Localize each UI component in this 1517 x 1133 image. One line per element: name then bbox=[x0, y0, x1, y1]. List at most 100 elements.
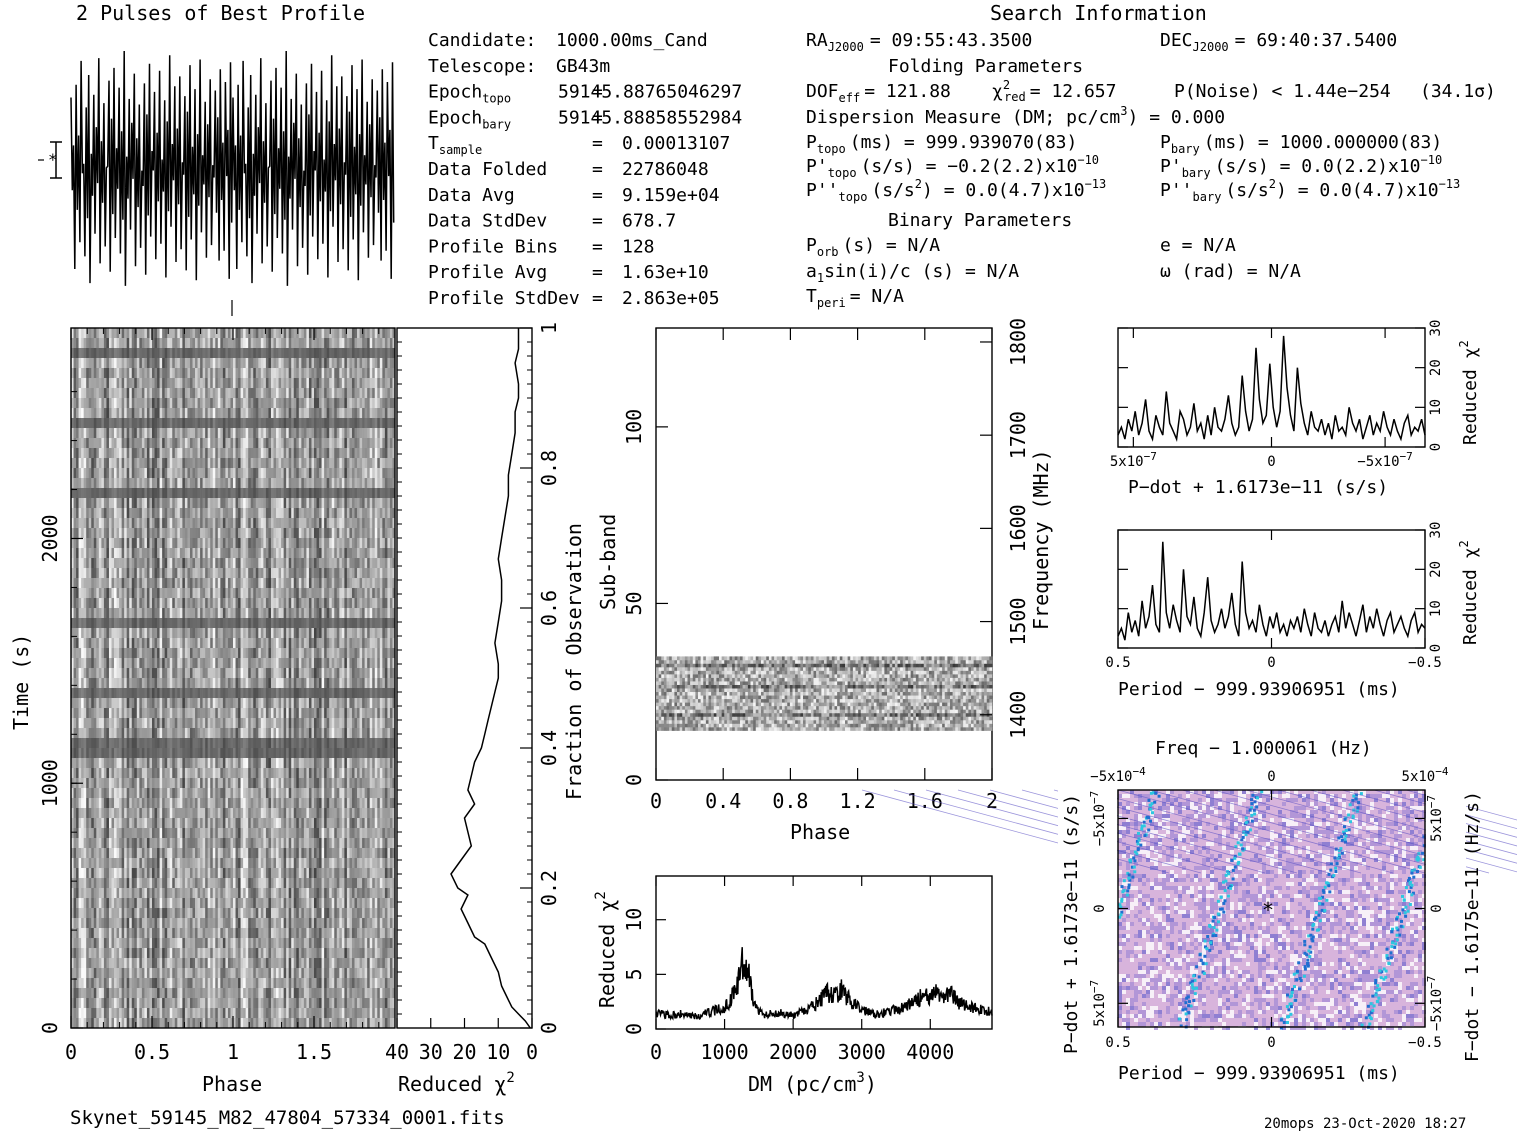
time-phase-cell bbox=[263, 528, 267, 539]
time-phase-cell bbox=[362, 698, 365, 709]
time-phase-cell bbox=[167, 628, 171, 639]
time-phase-cell bbox=[119, 378, 122, 389]
time-phase-cell bbox=[78, 648, 82, 659]
time-phase-cell bbox=[119, 368, 122, 379]
time-phase-cell bbox=[71, 368, 74, 379]
time-phase-cell bbox=[106, 428, 110, 439]
time-phase-cell bbox=[344, 518, 348, 529]
time-phase-cell bbox=[354, 648, 358, 659]
time-phase-cell bbox=[131, 658, 135, 669]
time-phase-cell bbox=[217, 358, 221, 369]
time-phase-cell bbox=[382, 668, 386, 679]
time-phase-cell bbox=[293, 688, 297, 699]
time-phase-cell bbox=[134, 438, 138, 449]
time-phase-cell bbox=[382, 558, 386, 569]
time-phase-cell bbox=[189, 348, 193, 359]
time-phase-cell bbox=[372, 638, 376, 649]
time-phase-cell bbox=[286, 618, 289, 629]
time-phase-cell bbox=[298, 568, 302, 579]
time-phase-cell bbox=[311, 548, 315, 559]
time-phase-cell bbox=[212, 558, 216, 569]
time-phase-cell bbox=[321, 438, 325, 449]
time-phase-cell bbox=[78, 428, 82, 439]
time-phase-cell bbox=[321, 508, 325, 519]
time-phase-cell bbox=[276, 408, 279, 419]
time-phase-cell bbox=[227, 528, 231, 539]
time-phase-cell bbox=[331, 438, 335, 449]
search-info-title: Search Information bbox=[990, 1, 1207, 25]
time-phase-cell bbox=[314, 328, 317, 339]
time-phase-cell bbox=[73, 628, 77, 639]
time-phase-cell bbox=[263, 588, 267, 599]
time-phase-cell bbox=[354, 638, 358, 649]
time-phase-cell bbox=[189, 658, 193, 669]
time-phase-cell bbox=[101, 508, 105, 519]
time-phase-cell bbox=[159, 498, 163, 509]
time-phase-cell bbox=[225, 458, 229, 469]
time-phase-cell bbox=[164, 418, 168, 429]
time-phase-cell bbox=[243, 568, 246, 579]
time-phase-cell bbox=[78, 638, 82, 649]
time-phase-cell bbox=[324, 548, 327, 559]
time-phase-cell bbox=[321, 518, 325, 529]
time-phase-cell bbox=[101, 588, 105, 599]
time-phase-cell bbox=[268, 368, 272, 379]
time-phase-cell bbox=[359, 608, 363, 619]
time-phase-cell bbox=[283, 588, 287, 599]
time-phase-cell bbox=[308, 508, 312, 519]
time-phase-cell bbox=[278, 428, 282, 439]
info-row: Epochbary bbox=[428, 107, 511, 131]
time-phase-cell bbox=[336, 388, 340, 399]
time-phase-cell bbox=[276, 568, 279, 579]
time-phase-cell bbox=[379, 418, 383, 429]
time-phase-cell bbox=[349, 688, 353, 699]
time-phase-cell bbox=[141, 518, 145, 529]
time-phase-cell bbox=[187, 378, 191, 389]
time-phase-cell bbox=[263, 648, 267, 659]
time-phase-cell bbox=[288, 438, 292, 449]
time-phase-cell bbox=[329, 568, 333, 579]
time-phase-cell bbox=[326, 658, 330, 669]
time-phase-cell bbox=[369, 368, 373, 379]
time-phase-cell bbox=[230, 588, 234, 599]
time-phase-cell bbox=[245, 458, 249, 469]
time-phase-cell bbox=[364, 448, 368, 459]
time-phase-cell bbox=[331, 588, 335, 599]
time-phase-cell bbox=[108, 518, 112, 529]
time-phase-cell bbox=[301, 538, 305, 549]
time-phase-cell bbox=[124, 348, 127, 359]
info-value: 9.159e+04 bbox=[622, 185, 720, 206]
time-phase-cell bbox=[136, 648, 140, 659]
time-phase-cell bbox=[227, 698, 231, 709]
time-phase-cell bbox=[354, 378, 358, 389]
time-phase-cell bbox=[233, 688, 236, 699]
time-phase-cell bbox=[195, 648, 198, 659]
time-phase-cell bbox=[357, 568, 360, 579]
time-phase-cell bbox=[98, 348, 102, 359]
time-phase-cell bbox=[111, 558, 115, 569]
time-phase-cell bbox=[139, 598, 143, 609]
time-phase-cell bbox=[81, 618, 84, 629]
time-phase-cell bbox=[129, 358, 133, 369]
time-phase-cell bbox=[273, 328, 277, 339]
time-phase-cell bbox=[349, 518, 353, 529]
time-phase-cell bbox=[88, 568, 92, 579]
time-phase-cell bbox=[187, 668, 191, 679]
time-phase-cell bbox=[314, 418, 317, 429]
time-phase-cell bbox=[91, 488, 95, 499]
time-phase-cell bbox=[98, 578, 102, 589]
time-phase-cell bbox=[357, 688, 360, 699]
time-phase-cell bbox=[326, 438, 330, 449]
time-phase-cell bbox=[83, 648, 87, 659]
time-phase-cell bbox=[136, 488, 140, 499]
time-phase-cell bbox=[230, 538, 234, 549]
time-phase-cell bbox=[387, 668, 391, 679]
time-phase-cell bbox=[88, 668, 92, 679]
time-phase-cell bbox=[152, 468, 155, 479]
time-phase-cell bbox=[129, 378, 133, 389]
time-phase-cell bbox=[129, 528, 133, 539]
time-phase-cell bbox=[86, 528, 90, 539]
time-phase-cell bbox=[134, 508, 138, 519]
time-phase-cell bbox=[96, 338, 100, 349]
time-phase-cell bbox=[157, 708, 160, 719]
